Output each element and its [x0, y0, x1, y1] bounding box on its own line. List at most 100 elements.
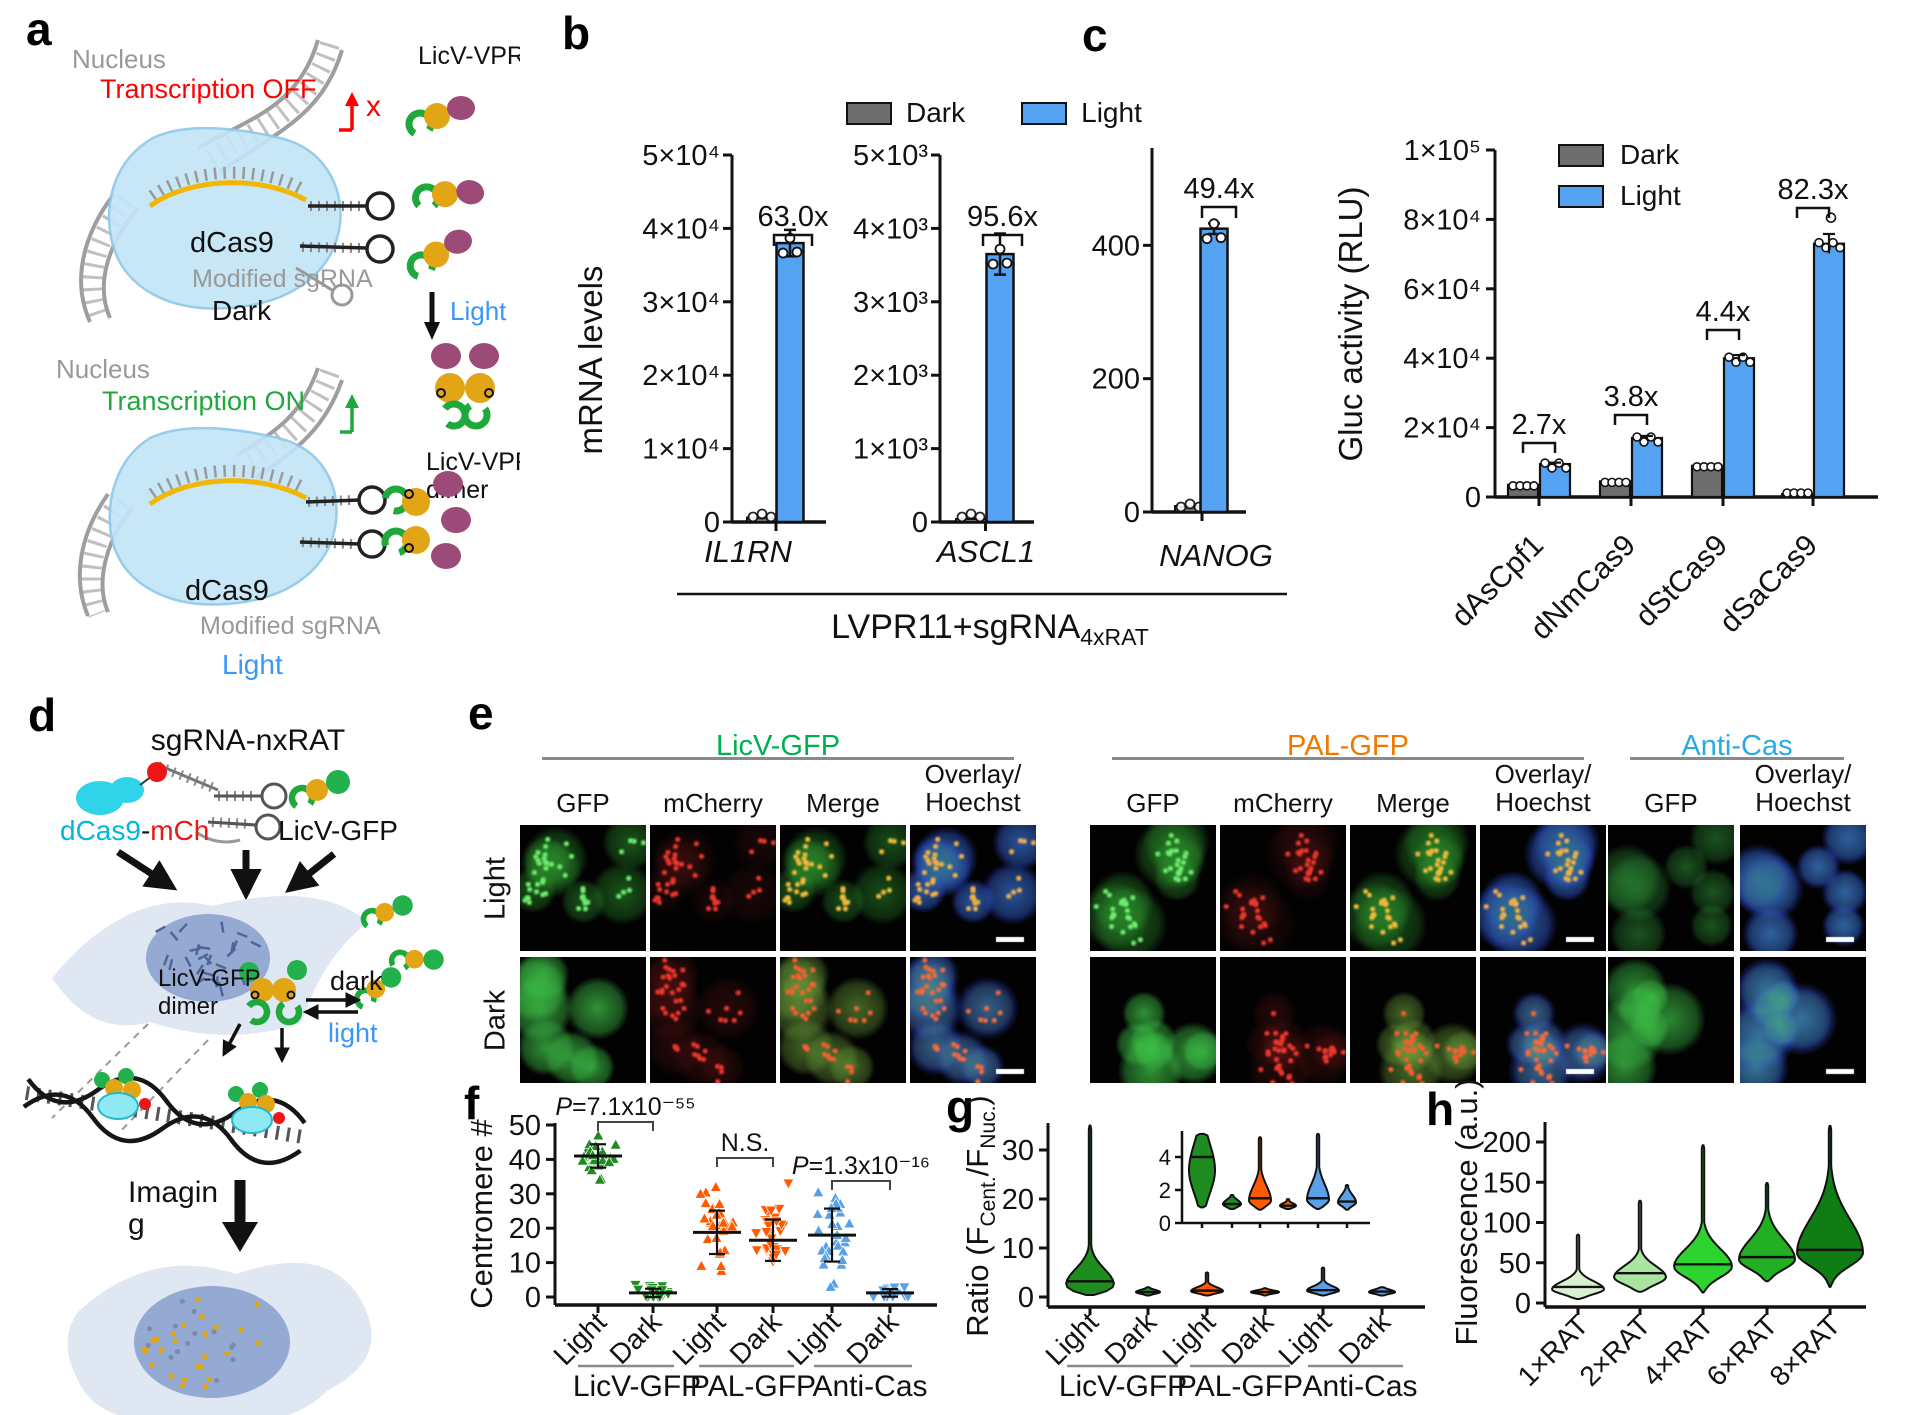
micrograph-anti-cas-light-gfp: [1608, 825, 1734, 951]
scatter-point: [750, 1228, 763, 1240]
group-label: PAL-GFP: [1177, 1370, 1303, 1403]
y-tick-label: 0: [1515, 1288, 1531, 1320]
y-tick-label: 0: [1465, 482, 1481, 514]
licv-gfp-dimer: [239, 960, 307, 1026]
data-point: [765, 511, 777, 523]
scatter-point: [725, 1220, 739, 1232]
dark-condition-label: Dark: [212, 295, 272, 326]
violin: [1248, 1136, 1272, 1211]
micrograph-pal-gfp-dark-gfp: [1090, 957, 1216, 1083]
panel-a-diagram: x Nucleus Transcription OFF dCas9 Modifi…: [56, 39, 520, 680]
stat-annotation: P=7.1x10⁻⁵⁵: [555, 1093, 695, 1121]
stat-annotation: N.S.: [721, 1129, 770, 1157]
x-condition-label: Light: [1156, 1306, 1221, 1371]
data-point: [1529, 481, 1539, 491]
micrograph-anti-cas-dark-overlay: [1740, 957, 1866, 1083]
panel-label-d: d: [28, 689, 57, 741]
inset-tick-label: 2: [1159, 1178, 1171, 1203]
scatter-point: [596, 1154, 609, 1166]
fold-change-label: 2.7x: [1512, 409, 1567, 441]
light-condition-label: Light: [222, 649, 283, 680]
micrograph-licv-gfp-dark-merge: [780, 957, 906, 1083]
licv-gfp-dimer-label1: LicV-GFP: [158, 965, 261, 992]
nucleus-label: Nucleus: [56, 354, 150, 384]
y-tick-label: 1×10³: [853, 434, 928, 466]
sgrna-construct-label: LVPR11+sgRNA4xRAT: [831, 608, 1149, 650]
data-point: [1653, 437, 1663, 447]
fold-bracket: [1200, 205, 1238, 218]
panel-d-diagram: sgRNA-nxRAT dCas9-mCh LicV-GFP: [22, 724, 470, 1415]
sgrna-nxrat-label: sgRNA-nxRAT: [151, 724, 345, 757]
gene-title: IL1RN: [704, 534, 792, 569]
light-bar: [1199, 227, 1229, 514]
y-tick-label: 200: [1483, 1127, 1531, 1159]
micrograph-licv-gfp-light-overlay: [910, 825, 1036, 951]
light-legend-swatch: [1021, 101, 1068, 125]
y-tick-label: 4×10⁴: [1403, 343, 1481, 375]
scatter-point: [632, 1284, 645, 1296]
dcas9-blob: [107, 126, 342, 310]
scatter-point: [812, 1224, 825, 1236]
scatter-point: [593, 1173, 606, 1185]
dark-legend-swatch: [1558, 143, 1604, 167]
fold-change-label: 4.4x: [1696, 296, 1751, 328]
transcription-on-label: Transcription ON: [102, 386, 305, 416]
y-tick-label: 30: [1002, 1135, 1034, 1167]
group-underline: [542, 757, 1014, 760]
x-category-label: 6×RAT: [1701, 1309, 1784, 1392]
micrograph-pal-gfp-dark-overlay: [1480, 957, 1606, 1083]
no-transcription-x: x: [366, 90, 381, 123]
light-bar: [775, 241, 805, 524]
y-tick-label: 20: [509, 1213, 541, 1245]
violin: [1738, 1182, 1796, 1283]
scatter-point: [706, 1219, 719, 1231]
x-condition-label: Dark: [1216, 1306, 1280, 1370]
micrograph-licv-gfp-dark-mcherry: [650, 957, 776, 1083]
data-point: [756, 508, 768, 520]
x-condition-label: Dark: [724, 1306, 788, 1370]
light-legend-swatch: [1558, 184, 1604, 208]
scatter-point: [714, 1259, 728, 1271]
dark-legend-label: Dark: [906, 97, 966, 128]
y-tick-label: 400: [1092, 230, 1140, 262]
light-legend-label: Light: [1081, 97, 1142, 128]
dark-eq-label: dark: [330, 966, 383, 996]
panel-f-ylabel: Centromere #: [464, 1118, 499, 1308]
stat-annotation: P=1.3x10⁻¹⁶: [792, 1152, 930, 1180]
violin: [1796, 1124, 1864, 1288]
scatter-point: [831, 1239, 845, 1251]
violin: [1279, 1198, 1297, 1210]
violin: [1337, 1184, 1357, 1211]
scatter-point: [609, 1138, 622, 1150]
micrograph-pal-gfp-light-overlay: [1480, 825, 1606, 951]
light-legend-label: Light: [1620, 180, 1681, 211]
group-underline: [1630, 757, 1844, 760]
data-point: [965, 508, 977, 520]
violin: [1065, 1124, 1115, 1297]
panel-label-c: c: [1082, 9, 1108, 61]
scatter-point: [760, 1227, 773, 1239]
inset-tick-label: 0: [1159, 1211, 1171, 1236]
light-eq-label: light: [328, 1018, 378, 1048]
nucleus-label: Nucleus: [72, 44, 166, 74]
column-header-mcherry: mCherry: [1233, 788, 1333, 818]
column-header-mcherry: mCherry: [663, 788, 763, 818]
y-tick-label: 5×10⁴: [642, 140, 720, 172]
licv-gfp-label: LicV-GFP: [278, 815, 398, 846]
y-tick-label: 100: [1483, 1208, 1531, 1240]
x-condition-label: Light: [1272, 1306, 1337, 1371]
panel-label-g: g: [946, 1081, 975, 1133]
dark-legend-label: Dark: [1620, 139, 1680, 170]
y-tick-label: 6×10⁴: [1403, 274, 1481, 306]
light-bar: [985, 252, 1015, 524]
scatter-point: [701, 1232, 714, 1244]
dcas9-label: dCas9: [185, 575, 269, 607]
fold-bracket: [772, 233, 814, 246]
panel-label-b: b: [562, 7, 591, 59]
y-tick-label: 10: [1002, 1233, 1034, 1265]
y-tick-label: 20: [1002, 1184, 1034, 1216]
y-tick-label: 200: [1092, 364, 1140, 396]
micrograph-pal-gfp-dark-merge: [1350, 957, 1476, 1083]
data-point: [1208, 218, 1220, 230]
